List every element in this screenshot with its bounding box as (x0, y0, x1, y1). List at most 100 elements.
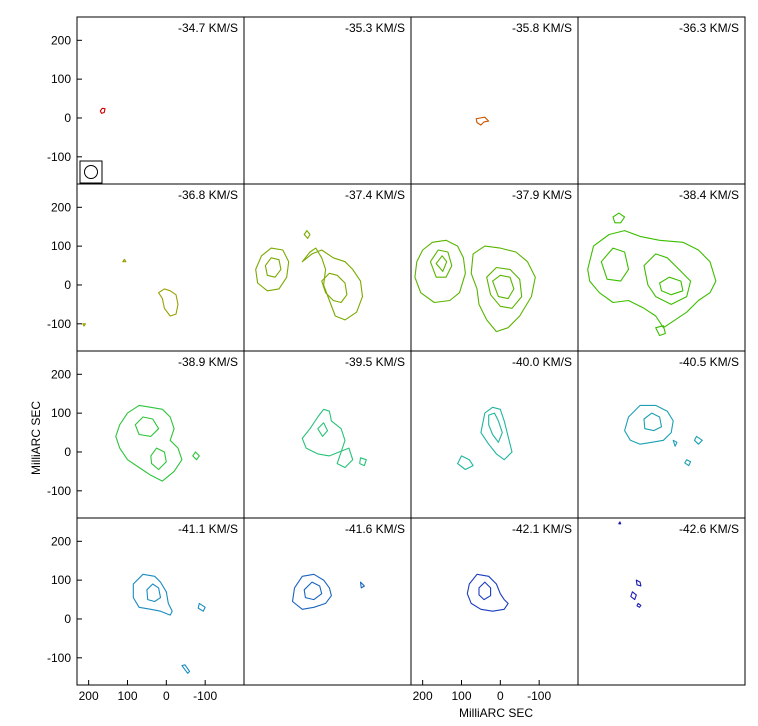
channel-panel: -39.5 KM/S (243, 350, 412, 519)
velocity-label: -35.3 KM/S (345, 21, 405, 35)
channel-panel: -36.8 KM/S (76, 183, 245, 352)
x-axis-title: MilliARC SEC (459, 706, 533, 720)
channel-panel: -35.8 KM/S (410, 16, 579, 185)
contour-line (643, 412, 663, 432)
contour-line (587, 230, 717, 329)
channel-panel: -42.1 KM/S (410, 517, 579, 686)
channel-panel: -42.6 KM/S (577, 517, 746, 686)
channel-panel: -37.9 KM/S (410, 183, 579, 352)
y-tick-label: -100 (47, 484, 71, 498)
contour-line (435, 255, 448, 272)
contour-line (414, 239, 466, 304)
panel-frame (410, 183, 579, 352)
y-tick-label: 100 (51, 406, 71, 420)
channel-panel: -38.9 KM/S (76, 350, 245, 519)
velocity-label: -36.3 KM/S (679, 21, 739, 35)
velocity-label: -34.7 KM/S (178, 21, 238, 35)
panel-frame (243, 350, 412, 519)
x-tick-label: 0 (497, 689, 504, 703)
y-tick-label: -100 (47, 317, 71, 331)
contour-line (486, 266, 523, 309)
y-tick-label: 200 (51, 534, 71, 548)
channel-panel: -41.1 KM/S (76, 517, 245, 686)
contour-line (255, 247, 290, 292)
velocity-label: -37.9 KM/S (512, 188, 572, 202)
y-tick-label: 0 (64, 445, 71, 459)
contour-line (659, 276, 684, 296)
panel-frame (243, 16, 412, 185)
panel-frame (76, 16, 245, 185)
x-tick-label: 100 (451, 689, 471, 703)
velocity-label: -36.8 KM/S (178, 188, 238, 202)
velocity-label: -37.4 KM/S (345, 188, 405, 202)
panel-grid: -34.7 KM/S -35.3 KM/S -35.8 KM/S -36.3 KM/S… (76, 16, 746, 686)
contour-line (618, 521, 622, 525)
contour-line (359, 457, 367, 467)
channel-panel: -41.6 KM/S (243, 517, 412, 686)
contour-line (132, 573, 173, 616)
velocity-label: -41.1 KM/S (178, 522, 238, 536)
contour-line (303, 581, 323, 601)
velocity-label: -38.9 KM/S (178, 355, 238, 369)
contour-line (466, 573, 509, 612)
velocity-label: -41.6 KM/S (345, 522, 405, 536)
velocity-label: -40.0 KM/S (512, 355, 572, 369)
contour-line (684, 459, 692, 467)
contour-line (197, 602, 206, 612)
contour-line (150, 447, 167, 471)
panel-frame (410, 517, 579, 686)
panel-frame (577, 517, 746, 686)
x-tick-label: -100 (527, 689, 551, 703)
beam-box (79, 160, 103, 184)
panel-frame (76, 517, 245, 686)
contour-line (600, 247, 630, 282)
y-tick-label: 100 (51, 72, 71, 86)
contour-line (82, 323, 87, 327)
contour-line (612, 212, 626, 224)
panel-frame (410, 16, 579, 185)
contour-line (264, 257, 282, 278)
channel-panel: -34.7 KM/S (76, 16, 245, 185)
y-tick-label: -100 (47, 651, 71, 665)
contour-line (99, 107, 106, 114)
contour-line (636, 602, 642, 608)
contour-line (643, 253, 692, 305)
contour-line (624, 404, 674, 445)
y-tick-label: -100 (47, 150, 71, 164)
contour-line (181, 664, 191, 674)
x-axis-ticks: 200 100 0 -100 200 100 0 -100 (79, 680, 551, 703)
velocity-label: -39.5 KM/S (345, 355, 405, 369)
beam-marker (79, 160, 103, 184)
contour-line (301, 247, 364, 321)
panel-frame (410, 350, 579, 519)
contour-line (478, 581, 492, 601)
velocity-label: -42.1 KM/S (512, 522, 572, 536)
contour-line (457, 455, 474, 471)
velocity-label: -35.8 KM/S (512, 21, 572, 35)
contour-line (672, 439, 678, 447)
x-tick-label: 200 (79, 689, 99, 703)
contour-line (475, 116, 490, 126)
y-tick-label: 0 (64, 111, 71, 125)
contour-line (158, 288, 179, 317)
contour-line (359, 581, 365, 589)
channel-panel: -40.0 KM/S (410, 350, 579, 519)
x-tick-label: 0 (163, 689, 170, 703)
y-tick-label: 200 (51, 200, 71, 214)
panel-frame (76, 350, 245, 519)
velocity-label: -42.6 KM/S (679, 522, 739, 536)
channel-panel: -35.3 KM/S (243, 16, 412, 185)
contour-line (630, 591, 637, 601)
panel-frame (577, 350, 746, 519)
panel-frame (76, 183, 245, 352)
panel-frame (577, 16, 746, 185)
contour-line (146, 583, 162, 603)
velocity-label: -40.5 KM/S (679, 355, 739, 369)
contour-line (122, 258, 127, 263)
contour-line (693, 435, 703, 445)
y-tick-label: 0 (64, 278, 71, 292)
contour-line (492, 274, 515, 300)
channel-panel: -36.3 KM/S (577, 16, 746, 185)
x-tick-label: 100 (117, 689, 137, 703)
x-tick-label: 200 (413, 689, 433, 703)
